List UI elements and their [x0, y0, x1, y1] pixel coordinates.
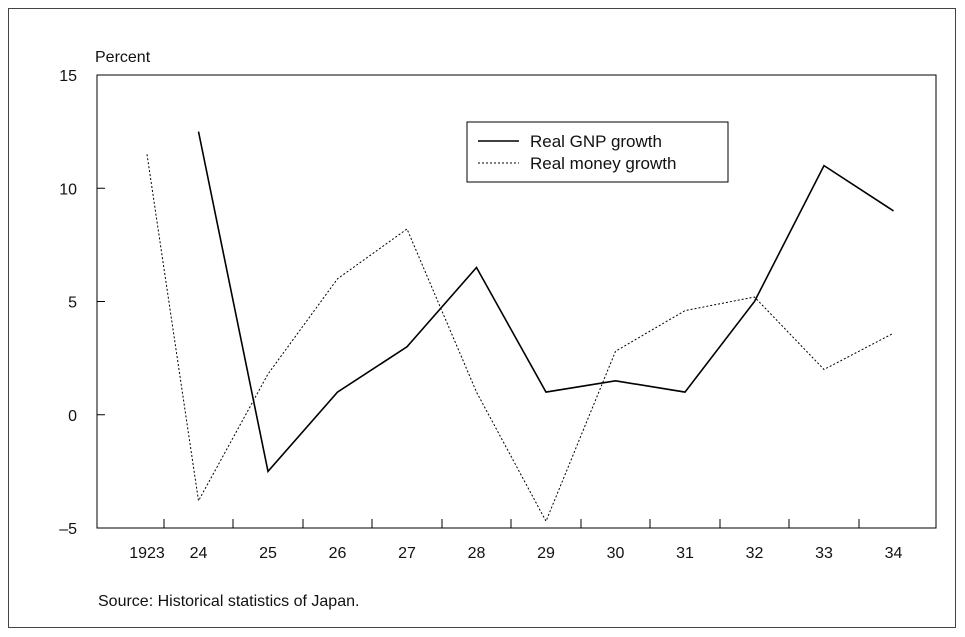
x-tick-label: 27 — [398, 545, 416, 562]
y-tick-label: –5 — [59, 521, 77, 538]
x-tick-label: 30 — [607, 545, 625, 562]
series-line-real-gnp-growth — [197, 131, 894, 474]
chart-frame — [8, 8, 956, 628]
y-tick-label: 5 — [68, 295, 77, 312]
legend-label-real-gnp-growth: Real GNP growth — [530, 132, 662, 151]
x-tick-label: 28 — [468, 545, 486, 562]
x-tick-label: 24 — [190, 545, 208, 562]
series-line-real-money-growth — [146, 154, 894, 523]
y-tick-label: 15 — [59, 68, 77, 85]
x-tick-label: 25 — [259, 545, 277, 562]
x-axis-ticks: 1923 24 25 26 27 28 29 30 31 32 33 34 — [129, 519, 903, 562]
x-tick-label: 32 — [746, 545, 764, 562]
series-layer — [146, 131, 894, 523]
legend: Real GNP growth Real money growth — [466, 121, 729, 183]
x-tick-label: 34 — [885, 545, 903, 562]
x-tick-label: 1923 — [129, 545, 165, 562]
y-tick-label: 0 — [68, 408, 77, 425]
legend-box — [466, 121, 729, 183]
x-tick-label: 29 — [537, 545, 555, 562]
x-tick-label: 31 — [676, 545, 694, 562]
legend-label-real-money-growth: Real money growth — [530, 154, 676, 173]
x-tick-label: 33 — [815, 545, 833, 562]
x-tick-label: 26 — [329, 545, 347, 562]
y-tick-label: 10 — [59, 181, 77, 198]
y-axis-label: Percent — [95, 49, 151, 66]
y-axis-ticks: –5 0 5 10 15 — [59, 68, 105, 538]
source-note: Source: Historical statistics of Japan. — [98, 593, 359, 610]
